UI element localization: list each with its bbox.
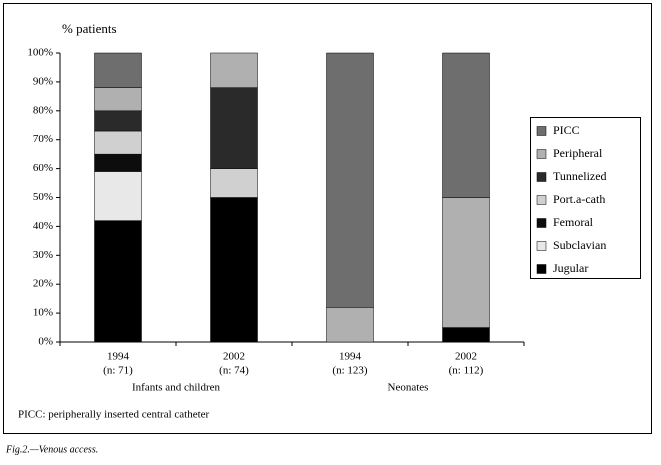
footnote: PICC: peripherally inserted central cath… [18, 409, 210, 421]
bar-segment [210, 197, 258, 343]
legend-box [530, 117, 641, 279]
legend-label: Tunnelized [553, 169, 607, 183]
x-tick-label: (n: 71) [103, 365, 133, 377]
y-tick-label: 60% [33, 162, 53, 174]
bar-segment [94, 130, 142, 155]
legend-label: Subclavian [553, 238, 606, 252]
bar-segment [210, 87, 258, 169]
y-tick-label: 40% [33, 220, 53, 232]
x-tick-label: (n: 123) [332, 365, 367, 377]
x-tick-label: (n: 112) [449, 365, 484, 377]
y-tick-label: 90% [33, 75, 53, 87]
bar-segment [210, 52, 258, 88]
x-tick-label: 2002 [455, 351, 477, 363]
bar-segment [442, 52, 490, 198]
bar-segment [210, 168, 258, 198]
bar-segment [94, 110, 142, 132]
group-label: Neonates [388, 382, 429, 394]
legend-swatch [536, 218, 547, 228]
chart-frame [3, 3, 652, 434]
y-tick-label: 70% [33, 133, 53, 145]
bar-segment [442, 197, 490, 328]
bar-segment [94, 171, 142, 221]
legend-swatch [536, 126, 547, 136]
x-tick-label: 1994 [339, 351, 362, 363]
bar-segment [94, 220, 142, 343]
bar-segment [442, 327, 490, 343]
legend-label: Jugular [553, 261, 588, 275]
legend-swatch [536, 264, 547, 274]
group-label: Infants and children [132, 382, 220, 394]
y-tick-label: 20% [33, 278, 53, 290]
caption: Fig.2.—Venous access. [5, 444, 98, 455]
legend-swatch [536, 172, 547, 182]
legend-swatch [536, 149, 547, 159]
legend-label: Peripheral [553, 146, 603, 160]
legend-label: Femoral [553, 215, 594, 229]
bar-segment [94, 87, 142, 112]
y-axis-label: % patients [62, 21, 117, 36]
x-tick-label: (n: 74) [219, 365, 249, 377]
y-tick-label: 80% [33, 104, 53, 116]
legend-label: Port.a-cath [553, 192, 605, 206]
x-tick-label: 1994 [107, 351, 130, 363]
bar-segment [94, 153, 142, 172]
bar-segment [326, 52, 374, 308]
y-tick-label: 10% [33, 307, 53, 319]
bar-segment [326, 307, 374, 343]
legend-swatch [536, 195, 547, 205]
legend-swatch [536, 241, 547, 251]
legend-label: PICC [553, 123, 580, 137]
y-tick-label: 30% [33, 249, 53, 261]
x-tick-label: 2002 [223, 351, 245, 363]
y-tick-label: 50% [33, 191, 53, 203]
bar-segment [94, 52, 142, 88]
y-tick-label: 0% [38, 336, 53, 348]
y-tick-label: 100% [27, 47, 53, 59]
